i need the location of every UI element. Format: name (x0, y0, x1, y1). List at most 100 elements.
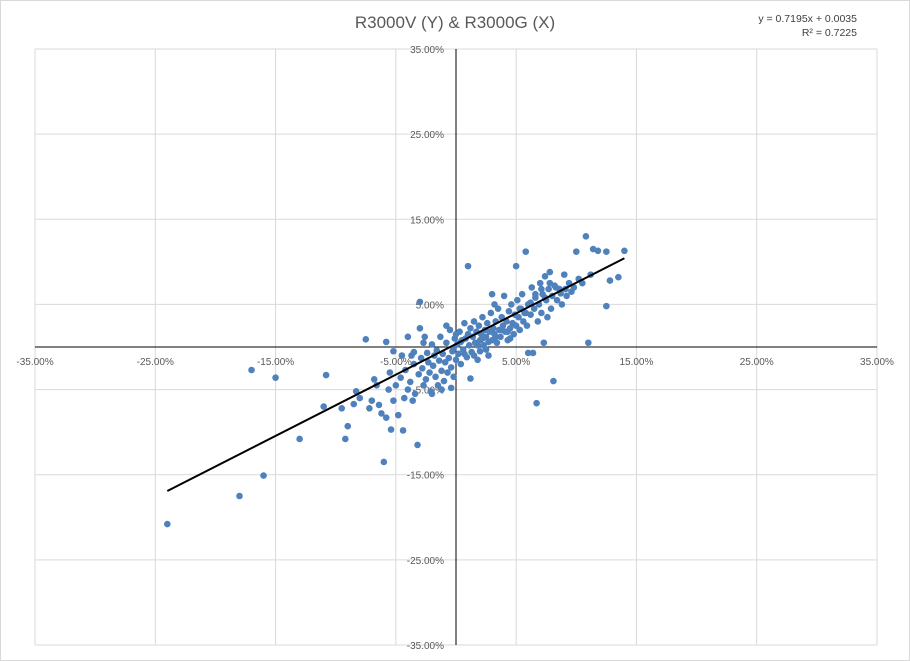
scatter-point (594, 247, 602, 255)
trendline-layer (166, 257, 625, 492)
scatter-point (479, 335, 486, 342)
scatter-point (505, 307, 513, 315)
scatter-point (455, 350, 462, 358)
scatter-point (572, 248, 580, 255)
scatter-point (541, 273, 549, 280)
scatter-point (438, 367, 445, 375)
scatter-point (538, 309, 545, 317)
y-tick-label: -25.00% (407, 556, 444, 567)
scatter-point (338, 405, 346, 412)
scatter-point (560, 271, 568, 278)
scatter-point (420, 382, 427, 389)
scatter-point (603, 248, 610, 255)
scatter-point (461, 319, 468, 327)
scatter-point (399, 427, 407, 434)
scatter-point (523, 322, 531, 330)
y-tick-label: 25.00% (410, 130, 444, 141)
y-tick-label: 5.00% (416, 300, 444, 311)
scatter-point (479, 313, 486, 321)
scatter-point (398, 352, 406, 359)
scatter-point (447, 384, 455, 392)
scatter-point (417, 354, 425, 362)
scatter-point (411, 390, 419, 398)
scatter-point (322, 371, 330, 379)
scatter-point (493, 339, 501, 347)
scatter-point (445, 354, 453, 362)
scatter-point (236, 492, 243, 500)
scatter-point (563, 292, 570, 300)
scatter-point (382, 414, 390, 421)
scatter-point (461, 350, 468, 358)
scatter-point (260, 472, 267, 479)
scatter-point (380, 458, 388, 466)
scatter-point (428, 341, 436, 348)
scatter-point (432, 373, 439, 381)
scatter-point (356, 394, 364, 402)
scatter-point (394, 411, 402, 419)
scatter-point (385, 386, 392, 393)
scatter-point (438, 386, 445, 393)
scatter-point (606, 277, 614, 284)
scatter-point (532, 290, 539, 298)
scatter-point (538, 285, 545, 293)
scatter-point (485, 338, 492, 346)
scatter-point (464, 262, 472, 270)
scatter-point (457, 360, 465, 368)
scatter-point (558, 301, 566, 308)
scatter-point (443, 322, 450, 330)
scatter-point (552, 284, 560, 291)
scatter-point (476, 347, 484, 355)
scatter-point (426, 369, 433, 376)
scatter-point (386, 369, 394, 376)
scatter-point (344, 422, 352, 430)
scatter-point (164, 520, 171, 528)
scatter-point (522, 309, 530, 317)
scatter-point (550, 377, 557, 385)
chart-title: R3000V (Y) & R3000G (X) (354, 13, 556, 32)
scatter-point (547, 305, 555, 312)
trendline-r-squared: R² = 0.7225 (801, 27, 857, 39)
scatter-point (485, 352, 492, 359)
scatter-point (378, 410, 385, 417)
scatter-point (414, 441, 421, 449)
x-tick-label: -5.00% (380, 357, 412, 368)
scatter-point (419, 364, 426, 372)
scatter-point (544, 313, 551, 321)
scatter-point (272, 374, 279, 381)
x-tick-label: 5.00% (502, 357, 530, 368)
scatter-point (422, 376, 430, 383)
scatter-point (518, 290, 526, 298)
scatter-point (248, 366, 255, 374)
x-tick-label: 35.00% (860, 357, 894, 368)
scatter-point (375, 401, 383, 409)
scatter-point (545, 285, 552, 293)
scatter-point (406, 378, 414, 386)
x-tick-label: -25.00% (137, 357, 174, 368)
scatter-point (350, 400, 358, 408)
scatter-point (416, 324, 424, 332)
scatter-point (615, 273, 622, 281)
scatter-point (392, 382, 400, 389)
scatter-point (474, 341, 481, 349)
scatter-point (415, 370, 423, 378)
scatter-point (450, 373, 457, 381)
scatter-point (530, 305, 538, 312)
scatter-point (390, 347, 397, 355)
x-tick-label: -15.00% (257, 357, 294, 368)
scatter-point (452, 330, 460, 338)
scatter-point (515, 313, 522, 321)
scatter-point (514, 296, 521, 304)
x-tick-label: 25.00% (740, 357, 774, 368)
scatter-point (366, 405, 373, 412)
y-tick-label: 15.00% (410, 215, 444, 226)
scatter-point (546, 279, 554, 287)
scatter-point (500, 292, 508, 300)
scatter-point (467, 324, 474, 332)
trendline (166, 257, 625, 492)
scatter-point (528, 284, 536, 291)
scatter-point (508, 301, 515, 308)
scatter-point (342, 435, 349, 443)
scatter-point (529, 349, 537, 357)
